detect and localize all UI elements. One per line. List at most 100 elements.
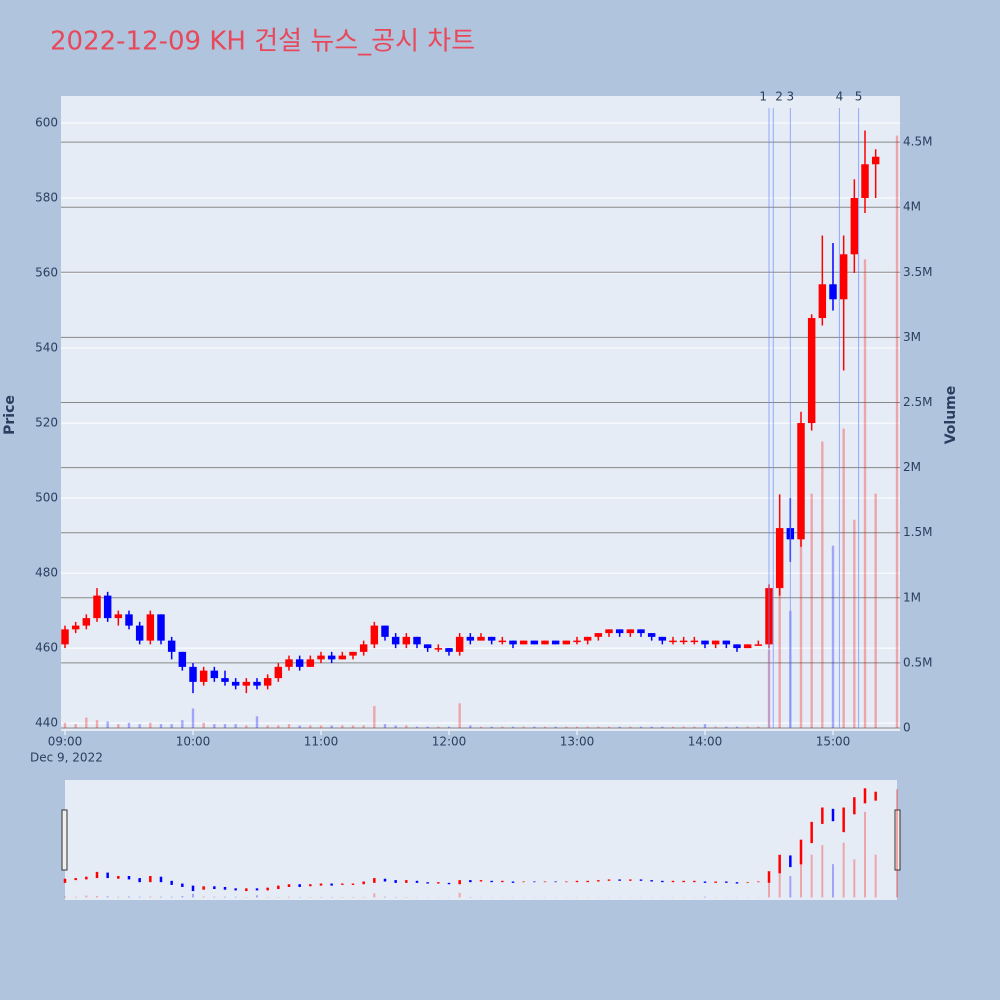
- candle-body: [775, 528, 784, 589]
- candle-body: [626, 629, 635, 634]
- volume-bar: [138, 724, 141, 729]
- candle-body: [679, 640, 688, 643]
- slider-volume-bar: [64, 896, 66, 898]
- candle-body: [338, 655, 347, 660]
- y-tick-label: 500: [35, 491, 58, 505]
- slider-volume-bar: [896, 789, 898, 898]
- volume-bar: [757, 726, 760, 729]
- volume-bar: [202, 722, 205, 729]
- slider-volume-bar: [138, 896, 141, 898]
- volume-bar: [607, 726, 611, 729]
- volume-bar: [426, 726, 429, 729]
- volume-bar: [351, 725, 355, 729]
- slider-volume-bar: [832, 864, 834, 898]
- candle-body: [445, 648, 453, 652]
- volume-bar: [682, 726, 685, 729]
- slider-volume-bar: [874, 854, 877, 898]
- range-slider[interactable]: [65, 780, 897, 900]
- range-handle-right[interactable]: [894, 809, 901, 871]
- slider-volume-bar: [149, 896, 152, 898]
- candle-body: [519, 640, 528, 645]
- y-tick-label: 540: [35, 341, 58, 355]
- candle-body: [573, 640, 581, 643]
- candle-body: [850, 198, 859, 255]
- candle-body: [562, 640, 571, 645]
- plot-area: [61, 96, 900, 731]
- y-tick-label: 460: [35, 641, 58, 655]
- volume-bar: [565, 726, 568, 729]
- slider-volume-bar: [821, 845, 824, 898]
- volume-bar: [842, 428, 845, 729]
- candle-body: [658, 636, 667, 641]
- volume-bar: [255, 716, 259, 729]
- slider-volume-bar: [160, 896, 162, 898]
- y2-tick-label: 2M: [903, 460, 921, 474]
- volume-bar: [319, 725, 323, 729]
- slider-volume-bar: [234, 896, 237, 898]
- slider-volume-bar: [74, 896, 77, 898]
- volume-bar: [863, 259, 867, 729]
- candle-body: [231, 681, 240, 686]
- slider-volume-bar: [842, 842, 845, 898]
- volume-bar: [511, 726, 515, 729]
- volume-bar: [149, 722, 152, 729]
- x-tick-label: 13:00: [560, 735, 595, 749]
- candle-body: [701, 640, 709, 645]
- candle-body: [146, 614, 155, 641]
- volume-bar: [725, 726, 728, 729]
- candle-body: [733, 644, 741, 649]
- candle-body: [381, 625, 389, 637]
- slider-volume-bar: [800, 859, 802, 898]
- candle-body: [423, 644, 432, 649]
- candle-body: [103, 595, 112, 619]
- candle-body: [477, 636, 485, 641]
- range-handle-left[interactable]: [61, 809, 68, 871]
- slider-volume-bar: [704, 896, 706, 898]
- candle-body: [178, 651, 187, 667]
- volume-bar: [650, 726, 653, 729]
- volume-bar: [213, 724, 216, 729]
- candle-body: [754, 644, 763, 646]
- y-tick-label: 440: [35, 716, 58, 730]
- volume-bar: [799, 519, 803, 729]
- candle-body: [871, 156, 880, 165]
- candle-body: [551, 640, 560, 645]
- candle-body: [413, 636, 421, 645]
- volume-bar: [330, 725, 333, 729]
- y-axis-title: Price: [2, 395, 18, 435]
- slider-volume-bar: [85, 895, 88, 898]
- y-tick-label: 560: [35, 266, 58, 280]
- candle-body: [402, 636, 411, 645]
- volume-bar: [831, 545, 835, 729]
- volume-bar: [693, 726, 696, 729]
- slider-volume-bar: [128, 896, 130, 898]
- candle-body: [242, 681, 251, 686]
- volume-bar: [266, 725, 269, 729]
- volume-bar: [575, 726, 579, 729]
- x-tick-label: 10:00: [176, 735, 211, 749]
- slider-volume-bar: [288, 896, 290, 898]
- annotation-label: 4: [836, 90, 844, 104]
- candle-body: [466, 636, 475, 641]
- y2-tick-label: 1.5M: [903, 525, 932, 539]
- slider-volume-bar: [106, 896, 109, 898]
- slider-volume-bar: [864, 811, 866, 898]
- candle-body: [93, 595, 101, 619]
- volume-bar: [170, 724, 173, 729]
- volume-bar: [746, 726, 749, 729]
- volume-bar: [597, 726, 600, 729]
- chart-title: 2022-12-09 KH 건설 뉴스_공시 차트: [50, 27, 475, 57]
- volume-bar: [127, 722, 131, 729]
- annotation-label: 2: [775, 90, 783, 104]
- volume-bar: [895, 135, 899, 729]
- y2-tick-label: 4M: [903, 200, 921, 214]
- volume-bar: [522, 726, 525, 729]
- volume-bar: [159, 724, 163, 729]
- volume-bar: [181, 720, 184, 729]
- volume-bar: [298, 725, 301, 729]
- slider-volume-bar: [789, 876, 792, 898]
- volume-bar: [117, 724, 120, 729]
- volume-bar: [778, 571, 781, 729]
- candle-body: [509, 640, 517, 645]
